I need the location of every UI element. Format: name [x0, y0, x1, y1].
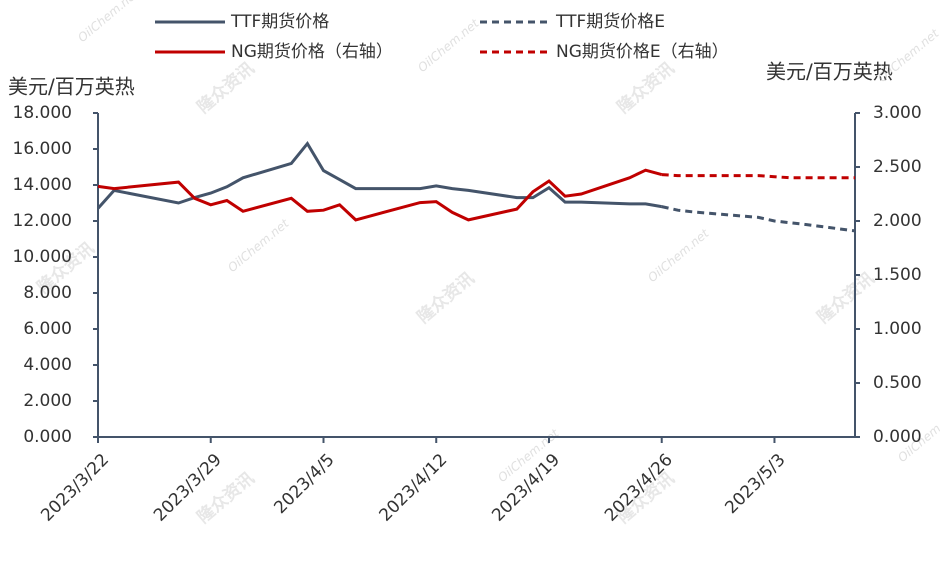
y-tick-label: 2.000: [23, 391, 72, 411]
legend-label: TTF期货价格: [230, 12, 329, 32]
y2-axis-label: 美元/百万英热: [766, 60, 893, 84]
y-tick-label: 0.000: [23, 427, 72, 447]
x-tick-label: 2023/3/22: [37, 450, 113, 526]
y-tick-label: 12.000: [13, 211, 72, 231]
y2-tick-label: 3.000: [873, 103, 922, 123]
watermark: 隆众资讯: [613, 58, 679, 118]
watermark: OilChem.net: [415, 15, 482, 75]
series-line: [96, 140, 662, 210]
legend-label: NG期货价格E（右轴）: [556, 42, 729, 62]
y2-tick-label: 1.000: [873, 319, 922, 339]
y2-tick-label: 0.000: [873, 427, 922, 447]
legend-label: TTF期货价格E: [555, 12, 665, 32]
y2-tick-label: 2.500: [873, 157, 922, 177]
series-line: [661, 173, 855, 180]
y2-tick-label: 0.500: [873, 373, 922, 393]
series-line: [97, 168, 663, 222]
watermark: OilChem.net: [75, 0, 142, 45]
y-tick-label: 10.000: [13, 247, 72, 267]
y-tick-label: 14.000: [13, 175, 72, 195]
y-axis-label: 美元/百万英热: [8, 75, 135, 99]
watermark: OilChem.net: [645, 225, 712, 285]
y-tick-label: 8.000: [23, 283, 72, 303]
y2-tick-label: 1.500: [873, 265, 922, 285]
y-tick-label: 6.000: [23, 319, 72, 339]
watermark: 隆众资讯: [813, 268, 879, 328]
watermark: 隆众资讯: [413, 268, 479, 328]
legend-label: NG期货价格（右轴）: [231, 42, 393, 62]
watermark: OilChem.net: [225, 215, 292, 275]
x-tick-label: 2023/4/5: [270, 450, 338, 518]
x-tick-label: 2023/4/12: [376, 450, 452, 526]
y-tick-label: 4.000: [23, 355, 72, 375]
watermark: 隆众资讯: [193, 58, 259, 118]
x-tick-label: 2023/5/3: [721, 450, 789, 518]
series-line: [661, 205, 856, 233]
y-tick-label: 16.000: [13, 139, 72, 159]
y-tick-label: 18.000: [13, 103, 72, 123]
y2-tick-label: 2.000: [873, 211, 922, 231]
watermark: OilChem.net: [875, 25, 940, 85]
